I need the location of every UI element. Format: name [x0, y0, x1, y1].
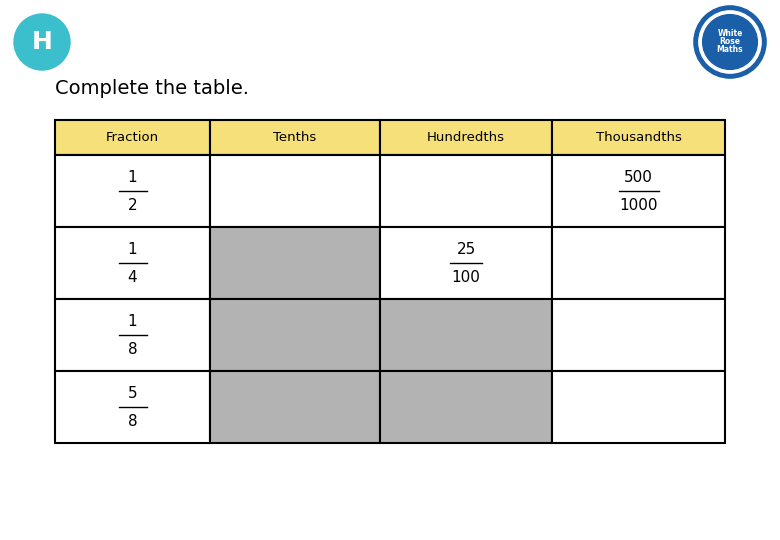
Bar: [210, 299, 380, 371]
Bar: [552, 371, 725, 443]
Text: 8: 8: [128, 415, 137, 429]
Bar: [552, 299, 725, 371]
Bar: [380, 371, 552, 443]
Circle shape: [694, 6, 766, 78]
Bar: [55, 299, 210, 371]
Circle shape: [699, 11, 761, 73]
Text: 1: 1: [128, 241, 137, 256]
Text: Thousandths: Thousandths: [596, 131, 682, 144]
Text: 100: 100: [452, 271, 480, 286]
Bar: [380, 155, 552, 227]
Circle shape: [14, 14, 70, 70]
Text: Complete the table.: Complete the table.: [55, 78, 249, 98]
Text: White: White: [718, 29, 743, 37]
Bar: [552, 227, 725, 299]
Circle shape: [692, 4, 768, 80]
Text: 2: 2: [128, 199, 137, 213]
Text: Fraction: Fraction: [106, 131, 159, 144]
Text: H: H: [31, 30, 52, 54]
Text: 1: 1: [128, 170, 137, 185]
Text: 1000: 1000: [619, 199, 658, 213]
Bar: [55, 120, 210, 155]
Text: 500: 500: [624, 170, 653, 185]
Bar: [552, 120, 725, 155]
Text: 4: 4: [128, 271, 137, 286]
Bar: [210, 371, 380, 443]
Bar: [210, 120, 380, 155]
Bar: [380, 227, 552, 299]
Bar: [552, 155, 725, 227]
Text: Maths: Maths: [717, 45, 743, 55]
Text: 1: 1: [128, 314, 137, 328]
Circle shape: [703, 15, 757, 69]
Bar: [55, 155, 210, 227]
Bar: [380, 299, 552, 371]
Text: Tenths: Tenths: [273, 131, 317, 144]
Bar: [210, 155, 380, 227]
Bar: [55, 227, 210, 299]
Bar: [380, 120, 552, 155]
Bar: [210, 227, 380, 299]
Text: Rose: Rose: [719, 37, 740, 45]
Text: Hundredths: Hundredths: [427, 131, 505, 144]
Bar: [55, 371, 210, 443]
Text: 8: 8: [128, 342, 137, 357]
Text: 25: 25: [456, 241, 476, 256]
Text: 5: 5: [128, 386, 137, 401]
